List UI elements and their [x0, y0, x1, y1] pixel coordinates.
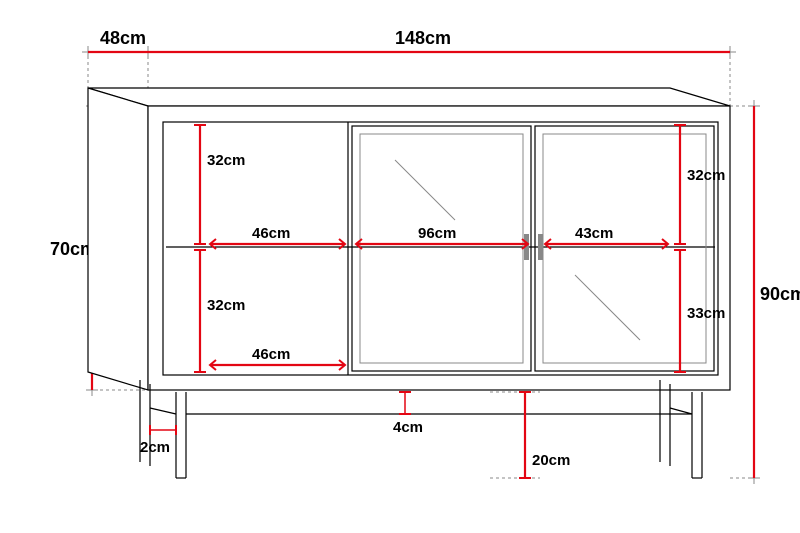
- label-bottom-left-shelf: 46cm: [252, 346, 290, 363]
- label-shelf-mid: 96cm: [418, 225, 456, 242]
- label-right-height: 90cm: [760, 284, 800, 304]
- label-top-depth: 48cm: [100, 28, 146, 48]
- label-top-width: 148cm: [395, 28, 451, 48]
- label-inner-upper-right: 32cm: [687, 167, 725, 184]
- drawing-svg: 48cm 148cm 70cm 90cm: [0, 0, 800, 533]
- label-inner-lower-right: 33cm: [687, 305, 725, 322]
- label-leg-height: 20cm: [532, 452, 570, 469]
- diagram-stage: { "type": "technical-dimension-drawing",…: [0, 0, 800, 533]
- label-bottom-gap: 4cm: [393, 419, 423, 436]
- label-inner-lower-left: 32cm: [207, 297, 245, 314]
- label-shelf-left: 46cm: [252, 225, 290, 242]
- label-base-offset: 2cm: [140, 439, 170, 456]
- label-inner-upper-left: 32cm: [207, 152, 245, 169]
- label-shelf-right: 43cm: [575, 225, 613, 242]
